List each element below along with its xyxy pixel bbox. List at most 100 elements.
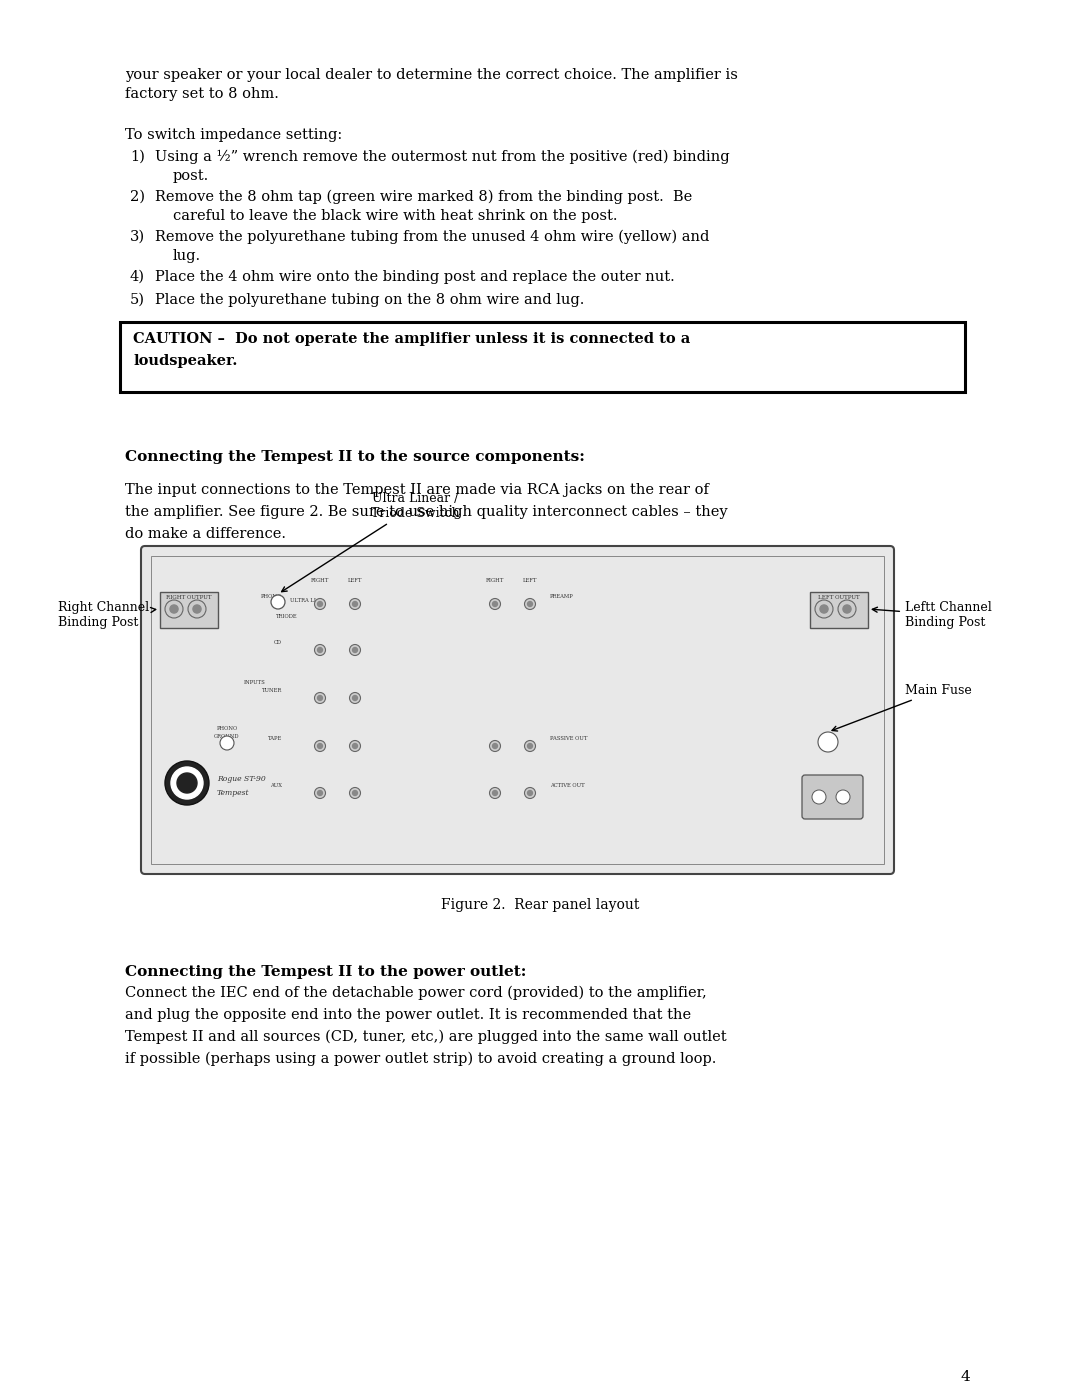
Circle shape	[352, 648, 357, 652]
Text: RIGHT: RIGHT	[311, 578, 329, 583]
Bar	[151, 556, 885, 863]
Text: LEFT: LEFT	[348, 578, 362, 583]
Text: Using a ½” wrench remove the outermost nut from the positive (red) binding: Using a ½” wrench remove the outermost n…	[156, 149, 730, 165]
Circle shape	[314, 598, 325, 609]
Text: LEFT OUTPUT: LEFT OUTPUT	[819, 595, 860, 599]
Circle shape	[812, 789, 826, 805]
Bar	[160, 592, 218, 629]
Circle shape	[525, 788, 536, 799]
Circle shape	[318, 791, 323, 795]
Text: if possible (perhaps using a power outlet strip) to avoid creating a ground loop: if possible (perhaps using a power outle…	[125, 1052, 716, 1066]
Circle shape	[220, 736, 234, 750]
Text: CAUTION –  Do not operate the amplifier unless it is connected to a: CAUTION – Do not operate the amplifier u…	[133, 332, 690, 346]
Circle shape	[492, 602, 498, 606]
Text: Figure 2.  Rear panel layout: Figure 2. Rear panel layout	[441, 898, 639, 912]
Text: TAPE: TAPE	[268, 736, 282, 740]
Circle shape	[350, 644, 361, 655]
Circle shape	[318, 602, 323, 606]
Circle shape	[350, 598, 361, 609]
Text: ACTIVE OUT: ACTIVE OUT	[550, 782, 584, 788]
Circle shape	[525, 740, 536, 752]
Text: Remove the 8 ohm tap (green wire marked 8) from the binding post.  Be: Remove the 8 ohm tap (green wire marked …	[156, 190, 692, 204]
Circle shape	[318, 743, 323, 749]
Circle shape	[318, 648, 323, 652]
Text: PASSIVE OUT: PASSIVE OUT	[550, 736, 588, 740]
Circle shape	[350, 788, 361, 799]
Text: 3): 3)	[130, 231, 145, 244]
FancyBboxPatch shape	[802, 775, 863, 819]
Text: 4: 4	[960, 1370, 970, 1384]
Circle shape	[818, 732, 838, 752]
Text: INPUTS: INPUTS	[243, 680, 265, 685]
Text: Leftt Channel
Binding Post: Leftt Channel Binding Post	[873, 601, 991, 629]
Text: 1): 1)	[130, 149, 145, 163]
Text: RIGHT: RIGHT	[486, 578, 504, 583]
Circle shape	[527, 743, 532, 749]
Text: factory set to 8 ohm.: factory set to 8 ohm.	[125, 87, 279, 101]
Text: RIGHT OUTPUT: RIGHT OUTPUT	[166, 595, 212, 599]
Text: Ultra Linear /
Triode Switch: Ultra Linear / Triode Switch	[282, 492, 459, 592]
Circle shape	[318, 696, 323, 700]
Circle shape	[188, 599, 206, 617]
Circle shape	[492, 743, 498, 749]
Text: ULTRA LI...: ULTRA LI...	[291, 598, 321, 604]
Circle shape	[489, 788, 500, 799]
FancyBboxPatch shape	[141, 546, 894, 875]
Text: Remove the polyurethane tubing from the unused 4 ohm wire (yellow) and: Remove the polyurethane tubing from the …	[156, 231, 710, 244]
Text: AUX: AUX	[270, 782, 282, 788]
Text: Place the 4 ohm wire onto the binding post and replace the outer nut.: Place the 4 ohm wire onto the binding po…	[156, 270, 675, 284]
Text: lug.: lug.	[173, 249, 201, 263]
Circle shape	[314, 693, 325, 704]
Circle shape	[820, 605, 828, 613]
Text: Connecting the Tempest II to the power outlet:: Connecting the Tempest II to the power o…	[125, 965, 526, 979]
Text: Rogue ST-90: Rogue ST-90	[217, 775, 266, 782]
Circle shape	[177, 773, 197, 793]
Circle shape	[314, 788, 325, 799]
Text: careful to leave the black wire with heat shrink on the post.: careful to leave the black wire with hea…	[173, 210, 618, 224]
Text: 2): 2)	[130, 190, 145, 204]
Text: Connecting the Tempest II to the source components:: Connecting the Tempest II to the source …	[125, 450, 585, 464]
Circle shape	[489, 598, 500, 609]
Text: TRIODE: TRIODE	[276, 615, 298, 619]
Text: Right Channel
Binding Post: Right Channel Binding Post	[58, 601, 156, 629]
Circle shape	[352, 696, 357, 700]
Text: Connect the IEC end of the detachable power cord (provided) to the amplifier,: Connect the IEC end of the detachable po…	[125, 986, 706, 1000]
Circle shape	[527, 602, 532, 606]
Circle shape	[314, 740, 325, 752]
Circle shape	[836, 789, 850, 805]
Text: PHONO: PHONO	[216, 726, 238, 731]
Circle shape	[815, 599, 833, 617]
Text: the amplifier. See figure 2. Be sure to use high quality interconnect cables – t: the amplifier. See figure 2. Be sure to …	[125, 504, 728, 520]
Circle shape	[193, 605, 201, 613]
Text: LEFT: LEFT	[523, 578, 537, 583]
Circle shape	[165, 761, 210, 805]
Circle shape	[352, 791, 357, 795]
Circle shape	[838, 599, 856, 617]
Text: To switch impedance setting:: To switch impedance setting:	[125, 129, 342, 142]
Bar	[120, 321, 966, 393]
Text: 5): 5)	[130, 293, 145, 307]
Circle shape	[843, 605, 851, 613]
Text: loudspeaker.: loudspeaker.	[133, 353, 238, 367]
Text: Main Fuse: Main Fuse	[832, 683, 972, 731]
Circle shape	[170, 605, 178, 613]
Text: Place the polyurethane tubing on the 8 ohm wire and lug.: Place the polyurethane tubing on the 8 o…	[156, 293, 584, 307]
Circle shape	[350, 693, 361, 704]
Bar	[810, 592, 868, 629]
Text: Tempest: Tempest	[217, 789, 249, 798]
Text: and plug the opposite end into the power outlet. It is recommended that the: and plug the opposite end into the power…	[125, 1009, 691, 1023]
Circle shape	[352, 602, 357, 606]
Circle shape	[352, 743, 357, 749]
Circle shape	[350, 740, 361, 752]
Text: PREAMP: PREAMP	[550, 594, 573, 599]
Text: TUNER: TUNER	[261, 687, 282, 693]
Circle shape	[314, 644, 325, 655]
Text: CD: CD	[274, 640, 282, 645]
Circle shape	[527, 791, 532, 795]
Text: post.: post.	[173, 169, 210, 183]
Text: Tempest II and all sources (CD, tuner, etc,) are plugged into the same wall outl: Tempest II and all sources (CD, tuner, e…	[125, 1030, 727, 1045]
Circle shape	[165, 599, 183, 617]
Circle shape	[492, 791, 498, 795]
Text: do make a difference.: do make a difference.	[125, 527, 286, 541]
Text: PHONO: PHONO	[260, 594, 282, 599]
